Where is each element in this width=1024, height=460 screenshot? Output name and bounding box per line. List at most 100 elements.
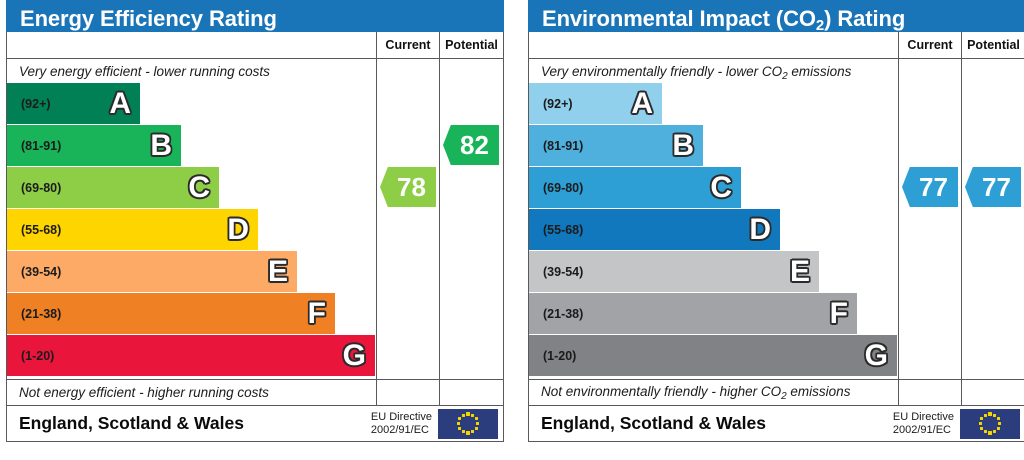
band-e-range: (39-54) xyxy=(21,264,62,279)
header-spacer xyxy=(7,32,377,58)
bottom-caption-cell: Not environmentally friendly - higher CO… xyxy=(529,380,899,405)
band-e-letter: E xyxy=(789,254,810,288)
bottom-caption-row: Not environmentally friendly - higher CO… xyxy=(529,379,1024,405)
bottom-caption-cell: Not energy efficient - higher running co… xyxy=(7,380,377,405)
title-text-suffix: ) Rating xyxy=(824,6,906,31)
column-header-row: Current Potential xyxy=(529,32,1024,59)
band-f-letter: F xyxy=(307,296,326,330)
band-e-letter: E xyxy=(267,254,288,288)
band-a-letter: A xyxy=(109,86,131,120)
eu-star-icon xyxy=(978,421,983,426)
eu-star-icon xyxy=(461,430,465,434)
eu-star-icon xyxy=(988,412,992,416)
column-header-potential: Potential xyxy=(967,38,1020,52)
band-c: (69-80) C xyxy=(7,167,219,208)
eu-star-icon xyxy=(983,430,987,434)
column-header-current: Current xyxy=(377,32,440,58)
potential-rating-arrow: 82 xyxy=(443,125,499,165)
eu-star-icon xyxy=(456,421,461,426)
footer-directive-line2: 2002/91/EC xyxy=(370,423,429,436)
eu-star-icon xyxy=(997,421,1002,426)
eu-star-icon xyxy=(993,413,997,417)
current-rating-arrow: 77 xyxy=(902,167,958,207)
eu-flag-icon xyxy=(438,408,498,439)
footer-directive-line2: 2002/91/EC xyxy=(892,423,951,436)
band-g-letter: G xyxy=(342,338,366,372)
eu-star-icon xyxy=(474,426,478,430)
band-b-letter: B xyxy=(150,128,172,162)
band-list: (92+) A (81-91) B (69-80) C (55-68) xyxy=(7,83,376,379)
band-g: (1-20) G xyxy=(7,335,375,376)
band-b-range: (81-91) xyxy=(543,138,584,153)
band-g-letter: G xyxy=(864,338,888,372)
potential-rating-column: 82 xyxy=(440,59,503,379)
chart-body: Very energy efficient - lower running co… xyxy=(7,59,503,379)
footer-directive: EU Directive 2002/91/EC xyxy=(893,411,960,437)
band-d-range: (55-68) xyxy=(543,222,584,237)
bottom-caption: Not energy efficient - higher running co… xyxy=(19,385,269,400)
bottom-current-cell xyxy=(377,380,440,405)
bottom-caption-pre: Not environmentally friendly - higher CO xyxy=(541,384,782,399)
band-e: (39-54) E xyxy=(7,251,297,292)
eu-star-icon xyxy=(993,430,997,434)
energy-footer: England, Scotland & Wales EU Directive 2… xyxy=(6,406,504,442)
band-d: (55-68) D xyxy=(529,209,780,250)
bottom-potential-cell xyxy=(962,380,1024,405)
eu-star-icon xyxy=(988,431,992,435)
potential-rating-column: 77 xyxy=(962,59,1024,379)
eu-star-icon xyxy=(458,426,462,430)
eu-star-icon xyxy=(466,412,470,416)
band-g: (1-20) G xyxy=(529,335,897,376)
bands-column: Very environmentally friendly - lower CO… xyxy=(529,59,899,379)
band-a: (92+) A xyxy=(529,83,662,124)
band-f-range: (21-38) xyxy=(543,306,584,321)
top-caption-subscript: 2 xyxy=(782,71,788,82)
band-c-letter: C xyxy=(188,170,210,204)
column-header-current: Current xyxy=(899,32,962,58)
band-b-letter: B xyxy=(672,128,694,162)
bottom-caption-row: Not energy efficient - higher running co… xyxy=(7,379,503,405)
eu-star-icon xyxy=(461,413,465,417)
band-b: (81-91) B xyxy=(529,125,703,166)
band-c-range: (69-80) xyxy=(21,180,62,195)
band-e-range: (39-54) xyxy=(543,264,584,279)
eu-star-icon xyxy=(471,430,475,434)
energy-efficiency-panel: Energy Efficiency Rating Current Potenti… xyxy=(6,0,504,442)
column-header-potential: Potential xyxy=(445,38,498,52)
band-f: (21-38) F xyxy=(529,293,857,334)
footer-directive-line1: EU Directive xyxy=(370,410,432,423)
environmental-impact-panel: Environmental Impact (CO2) Rating Curren… xyxy=(528,0,1024,442)
current-rating-arrow: 78 xyxy=(380,167,436,207)
band-f: (21-38) F xyxy=(7,293,335,334)
bottom-potential-cell xyxy=(440,380,503,405)
current-rating-column: 78 xyxy=(377,59,440,379)
eu-star-icon xyxy=(475,421,480,426)
environmental-footer: England, Scotland & Wales EU Directive 2… xyxy=(528,406,1024,442)
top-caption-pre: Very environmentally friendly - lower CO xyxy=(541,64,783,79)
eu-star-icon xyxy=(466,431,470,435)
band-c-letter: C xyxy=(710,170,732,204)
band-a: (92+) A xyxy=(7,83,140,124)
title-subscript: 2 xyxy=(815,17,825,34)
energy-efficiency-title: Energy Efficiency Rating xyxy=(6,0,504,32)
band-d: (55-68) D xyxy=(7,209,258,250)
header-spacer xyxy=(529,32,899,58)
band-g-range: (1-20) xyxy=(543,348,577,363)
eu-star-icon xyxy=(980,426,984,430)
column-header-row: Current Potential xyxy=(7,32,503,59)
band-a-range: (92+) xyxy=(21,96,51,111)
band-a-letter: A xyxy=(631,86,653,120)
band-d-letter: D xyxy=(749,212,771,246)
band-b-range: (81-91) xyxy=(21,138,62,153)
band-e: (39-54) E xyxy=(529,251,819,292)
eu-flag-icon xyxy=(960,408,1020,439)
title-text-prefix: Environmental Impact (CO xyxy=(542,6,816,31)
top-caption-post: emissions xyxy=(787,64,852,79)
band-list: (92+) A (81-91) B (69-80) C (55-68) xyxy=(529,83,898,379)
energy-efficiency-table: Current Potential Very energy efficient … xyxy=(6,32,504,406)
band-c-range: (69-80) xyxy=(543,180,584,195)
band-d-range: (55-68) xyxy=(21,222,62,237)
environmental-impact-title: Environmental Impact (CO2) Rating xyxy=(528,0,1024,34)
top-caption: Very energy efficient - lower running co… xyxy=(19,64,270,79)
